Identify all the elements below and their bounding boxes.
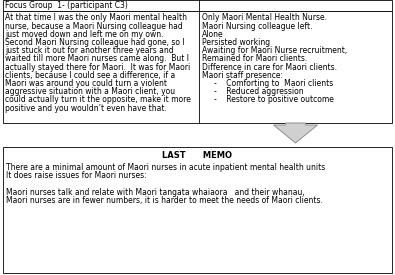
Text: Difference in care for Maori clients.: Difference in care for Maori clients.	[202, 63, 337, 72]
Text: Maori staff presence:: Maori staff presence:	[202, 71, 283, 80]
Text: just stuck it out for another three years and: just stuck it out for another three year…	[5, 46, 174, 55]
Text: -    Comforting to  Maori clients: - Comforting to Maori clients	[214, 79, 333, 88]
Text: Focus Group  1- (participant C3): Focus Group 1- (participant C3)	[5, 1, 128, 10]
Text: Alone: Alone	[202, 30, 224, 39]
Text: actually stayed there for Maori.  It was for Maori: actually stayed there for Maori. It was …	[5, 63, 190, 72]
Text: It does raise issues for Maori nurses:: It does raise issues for Maori nurses:	[6, 171, 147, 180]
Text: Second Maori Nursing colleague had gone, so I: Second Maori Nursing colleague had gone,…	[5, 38, 184, 47]
Text: Awaiting for Maori Nurse recruitment,: Awaiting for Maori Nurse recruitment,	[202, 46, 347, 55]
Text: There are a minimal amount of Maori nurses in acute inpatient mental health unit: There are a minimal amount of Maori nurs…	[6, 163, 325, 172]
Text: -    Restore to positive outcome: - Restore to positive outcome	[214, 95, 334, 104]
Text: Persisted working: Persisted working	[202, 38, 270, 47]
Text: aggressive situation with a Maori client, you: aggressive situation with a Maori client…	[5, 87, 175, 96]
Text: Only Maori Mental Health Nurse.: Only Maori Mental Health Nurse.	[202, 13, 327, 23]
Text: nurse, because a Maori Nursing colleague had: nurse, because a Maori Nursing colleague…	[5, 22, 183, 31]
Text: just moved down and left me on my own.: just moved down and left me on my own.	[5, 30, 164, 39]
Text: At that time I was the only Maori mental health: At that time I was the only Maori mental…	[5, 13, 187, 23]
Text: positive and you wouldn’t even have that.: positive and you wouldn’t even have that…	[5, 104, 167, 113]
Text: LAST      MEMO: LAST MEMO	[162, 151, 233, 160]
Text: -    Reduced aggression: - Reduced aggression	[214, 87, 304, 96]
Text: Maori Nursing colleague left.: Maori Nursing colleague left.	[202, 22, 312, 31]
Text: Maori was around you could turn a violent: Maori was around you could turn a violen…	[5, 79, 167, 88]
Bar	[3, 0, 392, 11]
Text: Remained for Maori clients.: Remained for Maori clients.	[202, 54, 307, 64]
Text: clients, because I could see a difference, if a: clients, because I could see a differenc…	[5, 71, 175, 80]
Bar	[3, 11, 392, 123]
Polygon shape	[273, 123, 318, 143]
Bar	[3, 147, 392, 273]
Text: waited till more Maori nurses came along.  But I: waited till more Maori nurses came along…	[5, 54, 189, 64]
Text: could actually turn it the opposite, make it more: could actually turn it the opposite, mak…	[5, 95, 191, 104]
Text: Maori nurses are in fewer numbers, it is harder to meet the needs of Maori clien: Maori nurses are in fewer numbers, it is…	[6, 196, 323, 205]
Text: Maori nurses talk and relate with Maori tangata whaiaora   and their whanau,: Maori nurses talk and relate with Maori …	[6, 188, 305, 197]
